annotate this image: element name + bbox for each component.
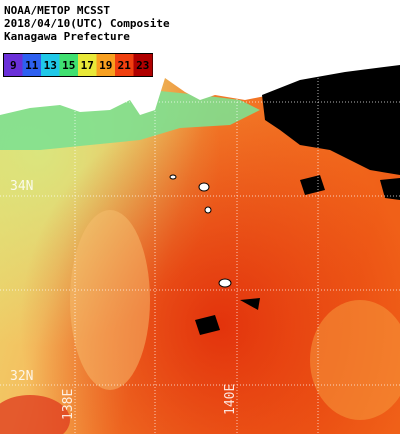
colorbar-label: 11: [25, 59, 39, 72]
colorbar-label: 9: [10, 59, 17, 72]
colorbar-swatch: [41, 54, 60, 76]
colorbar-label: 17: [81, 59, 94, 72]
header-line: Kanagawa Prefecture: [4, 30, 130, 43]
land: [0, 0, 400, 115]
colorbar-swatch: [133, 54, 153, 76]
colorbar-label: 19: [99, 59, 112, 72]
lon-label: 140E: [223, 384, 238, 415]
colorbar: 9 11 13 15 17 19 21 23: [3, 53, 153, 77]
colorbar-swatch: [4, 54, 23, 76]
lat-label: 34N: [10, 179, 33, 194]
header-line: NOAA/METOP MCSST: [4, 4, 110, 17]
cloud-patches: [195, 175, 400, 335]
islands: [169, 174, 232, 288]
colorbar-swatch: [115, 54, 134, 76]
lon-label: 138E: [61, 389, 76, 420]
colorbar-label: 13: [44, 59, 57, 72]
colorbar-swatch: [96, 54, 116, 76]
colorbar-swatch: [78, 54, 97, 76]
colorbar-swatch: [22, 54, 42, 76]
colorbar-label: 15: [62, 59, 75, 72]
colorbar-swatch: [59, 54, 79, 76]
colorbar-label: 21: [118, 59, 132, 72]
colorbar-label: 23: [136, 59, 149, 72]
header-line: 2018/04/10(UTC) Composite: [4, 17, 170, 30]
lat-label: 32N: [10, 369, 33, 384]
cloud-cover: [262, 65, 400, 175]
